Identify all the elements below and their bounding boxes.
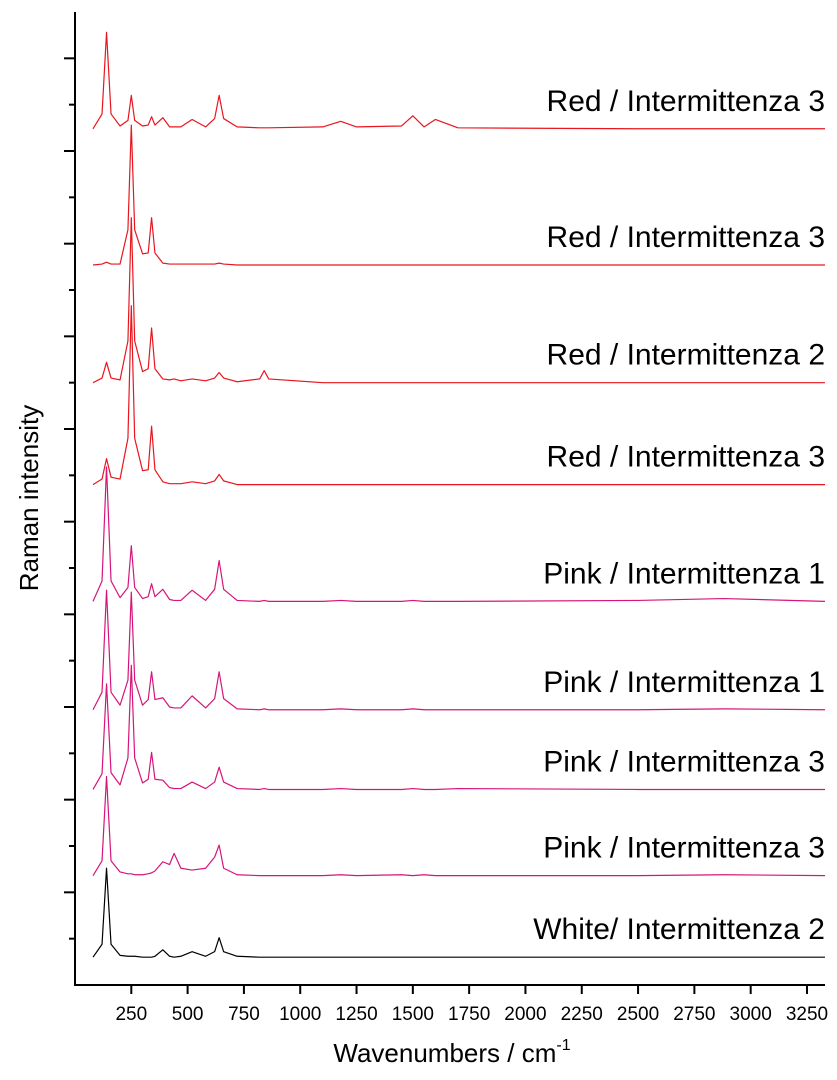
x-tick-label: 1500	[392, 1004, 434, 1025]
x-tick-label: 2000	[504, 1004, 546, 1025]
x-tick-label: 3000	[730, 1004, 772, 1025]
spectrum-line	[92, 217, 825, 384]
x-tick-label: 2500	[617, 1004, 659, 1025]
series-label: White/ Intermittenza 2	[533, 913, 825, 946]
x-tick-label: 3250	[786, 1004, 828, 1025]
series-label: Pink / Intermittenza 3	[543, 832, 825, 865]
spectrum-line	[92, 775, 826, 877]
series-label: Red / Intermittenza 3	[547, 221, 825, 254]
series-label: Red / Intermittenza 2	[547, 339, 825, 372]
x-tick-label: 1000	[279, 1004, 321, 1025]
spectrum-line	[92, 124, 825, 266]
x-axis-title-main: Wavenumbers / cm	[333, 1038, 556, 1068]
spectrum-line	[92, 305, 825, 486]
x-tick-label: 250	[115, 1004, 147, 1025]
spectrum-line	[92, 589, 826, 711]
spectrum-line	[92, 664, 825, 791]
x-tick-label: 750	[228, 1004, 260, 1025]
x-tick-label: 2750	[673, 1004, 715, 1025]
spectrum-line	[92, 466, 826, 602]
x-tick-label: 500	[172, 1004, 204, 1025]
x-axis-title-superscript: -1	[556, 1037, 570, 1054]
series-label: Red / Intermittenza 3	[547, 85, 825, 118]
y-axis-title: Raman intensity	[14, 405, 44, 591]
series-label: Pink / Intermittenza 3	[543, 745, 825, 778]
spectrum-line	[92, 31, 825, 130]
series-label: Pink / Intermittenza 1	[543, 557, 825, 590]
spectrum-line	[92, 867, 825, 958]
x-tick-label: 2250	[561, 1004, 603, 1025]
x-tick-label: 1750	[448, 1004, 490, 1025]
series-label: Red / Intermittenza 3	[547, 441, 825, 474]
x-axis-title: Wavenumbers / cm-1	[333, 1037, 570, 1068]
x-tick-label: 1250	[335, 1004, 377, 1025]
series-label: Pink / Intermittenza 1	[543, 666, 825, 699]
